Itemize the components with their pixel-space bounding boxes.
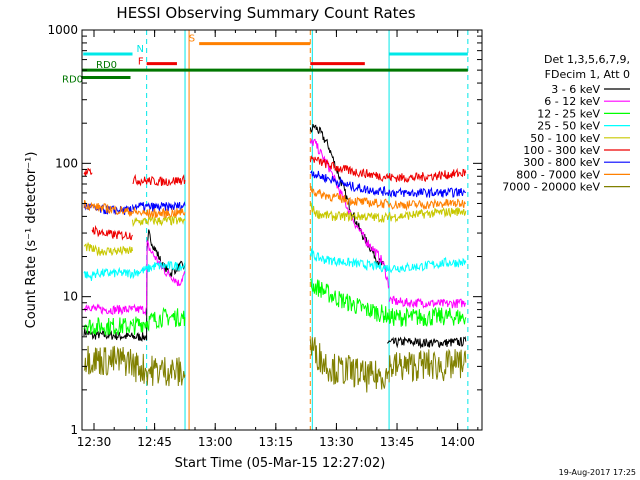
y-tick-label-0: 1 <box>70 423 78 437</box>
series-3-segment-2 <box>309 248 394 274</box>
series-0-segment-3 <box>387 336 467 349</box>
series-1-segment-3 <box>388 295 467 309</box>
series-3-segment-3 <box>392 256 467 274</box>
series-1-segment-0 <box>83 303 133 316</box>
series-7-segment-2 <box>309 186 466 212</box>
series-3-segment-0 <box>83 266 133 281</box>
x-tick-label-1: 12:45 <box>137 435 172 449</box>
series-5-segment-3 <box>309 155 467 183</box>
y-tick-label-1: 10 <box>63 290 78 304</box>
y-axis-label: Count Rate (s⁻¹ detector⁻¹) <box>24 152 39 329</box>
series-group <box>83 123 467 393</box>
legend-entry-1: 6 - 12 keV <box>544 95 600 108</box>
series-5-segment-2 <box>132 173 186 187</box>
series-8-segment-1 <box>132 352 186 387</box>
y-tick-label-3: 1000 <box>47 23 78 37</box>
series-7-segment-1 <box>132 206 186 219</box>
legend-entry-7: 800 - 7000 keV <box>516 168 600 181</box>
series-3-segment-1 <box>132 260 186 280</box>
state-bar-label-2: F <box>138 57 144 68</box>
series-4-segment-1 <box>132 215 186 228</box>
state-bar-label-0: N <box>137 44 144 55</box>
legend-entry-0: 3 - 6 keV <box>551 83 600 96</box>
x-tick-label-4: 13:30 <box>319 435 354 449</box>
series-8-segment-0 <box>83 345 133 377</box>
legend-entry-3: 25 - 50 keV <box>537 120 600 133</box>
series-1-segment-2 <box>309 138 390 289</box>
series-7-segment-0 <box>83 199 133 217</box>
series-8-segment-2 <box>309 337 390 393</box>
series-8-segment-3 <box>388 348 467 383</box>
chart-title: HESSI Observing Summary Count Rates <box>116 4 415 22</box>
series-2-segment-1 <box>132 306 186 335</box>
series-4-segment-0 <box>83 241 133 257</box>
plot-frame <box>81 29 483 431</box>
series-2 <box>83 278 467 336</box>
series-5-segment-1 <box>91 224 133 241</box>
series-2-segment-2 <box>309 278 390 323</box>
series-0-segment-0 <box>83 327 133 342</box>
series-2-segment-3 <box>388 306 467 327</box>
x-axis-ticks: 12:30 12:45 13:00 13:15 13:30 13:45 14:00 <box>77 30 479 449</box>
x-tick-label-2: 13:00 <box>198 435 233 449</box>
legend-header-line-1: Det 1,3,5,6,7,9, <box>544 53 630 66</box>
footer-date: 19-Aug-2017 17:25 <box>559 468 636 477</box>
y-tick-label-2: 100 <box>55 156 78 170</box>
legend-entry-2: 12 - 25 keV <box>537 107 600 120</box>
series-2-segment-0 <box>83 317 133 336</box>
legend-entry-8: 7000 - 20000 keV <box>502 181 600 194</box>
state-bar-label-3: RD0 <box>96 60 117 71</box>
x-tick-label-5: 13:45 <box>380 435 415 449</box>
series-6-segment-2 <box>310 170 467 198</box>
legend-entry-5: 100 - 300 keV <box>523 144 600 157</box>
state-bar-label-1: S <box>189 34 195 45</box>
series-7 <box>83 186 466 219</box>
state-bars: N S F RD0 RD0 <box>62 34 468 86</box>
legend-entry-4: 50 - 100 keV <box>530 132 600 145</box>
state-bar-label-4: RD0 <box>62 75 83 86</box>
series-4 <box>83 202 467 257</box>
x-axis-label: Start Time (05-Mar-15 12:27:02) <box>175 456 386 471</box>
series-6-segment-1 <box>132 201 186 213</box>
x-tick-label-0: 12:30 <box>77 435 112 449</box>
legend: Det 1,3,5,6,7,9, FDecim 1, Att 0 3 - 6 k… <box>502 53 630 194</box>
series-8 <box>83 337 467 393</box>
series-4-segment-2 <box>309 202 467 223</box>
x-tick-label-6: 14:00 <box>440 435 475 449</box>
legend-header-line-2: FDecim 1, Att 0 <box>545 68 630 81</box>
series-3 <box>83 248 467 281</box>
x-tick-label-3: 13:15 <box>259 435 294 449</box>
y-axis-ticks: 1 10 100 1000 <box>47 23 482 437</box>
plot-area: N S F RD0 RD0 <box>62 30 469 430</box>
legend-entry-6: 300 - 800 keV <box>523 156 600 169</box>
